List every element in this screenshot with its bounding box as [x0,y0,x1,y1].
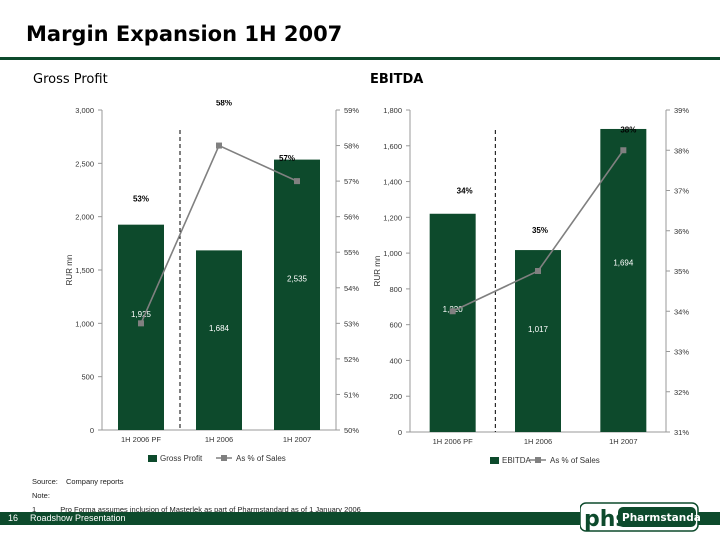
gross-profit-subtitle: Gross Profit [33,72,108,87]
y-tick-label: 400 [389,356,402,365]
note-text: Pro Forma assumes inclusion of Masterlek… [60,505,361,514]
margin-point [216,142,222,149]
legend-label-line: As % of Sales [550,456,600,465]
legend-swatch-marker [535,457,541,463]
legend-swatch-bar [148,455,157,462]
page-number: 16 [8,513,19,523]
source-text: Company reports [65,477,124,486]
y2-tick-label: 58% [344,142,359,151]
margin-value-label: 35% [532,226,548,235]
margin-value-label: 58% [216,100,232,108]
y2-tick-label: 50% [344,426,359,435]
y-tick-label: 2,000 [75,213,94,222]
y-axis-title: RUR mn [373,256,382,287]
y-tick-label: 600 [389,321,402,330]
y-tick-label: 1,000 [383,249,402,258]
y-tick-label: 1,600 [383,142,402,151]
bar-value-label: 1,017 [528,325,549,334]
page-title: Margin Expansion 1H 2007 [26,22,343,46]
y2-tick-label: 59% [344,106,359,115]
margin-value-label: 38% [620,125,636,134]
y2-tick-label: 52% [344,355,359,364]
bar [274,159,320,430]
y2-tick-label: 36% [674,227,689,236]
logo-mark: phs [584,507,629,532]
margin-value-label: 34% [457,186,473,195]
x-tick-label: 1H 2006 PF [121,435,161,444]
bar-value-label: 2,535 [287,274,308,283]
margin-point [449,308,456,315]
bar-value-label: 1,684 [209,324,230,333]
y-tick-label: 500 [81,373,94,382]
y-tick-label: 800 [389,285,402,294]
footer-text: Roadshow Presentation [30,513,126,523]
bar [600,128,647,432]
margin-point [138,320,144,327]
y2-tick-label: 34% [674,307,689,316]
y-tick-label: 0 [90,426,94,435]
y2-tick-label: 56% [344,213,359,222]
bar [118,224,164,430]
y-tick-label: 1,500 [75,266,94,275]
gross-profit-chart: 0 500 1,000 1,500 2,000 2,500 3,000 RUR mn 50% 51… [65,100,359,463]
ebitda-chart: 0 200 400 600 800 1,000 1,200 1,400 1,600 1,800 RU… [373,106,689,465]
y-tick-label: 200 [389,392,402,401]
y2-tick-label: 37% [674,187,689,196]
y-tick-label: 3,000 [75,106,94,115]
legend-swatch-marker [221,455,227,461]
x-tick-label: 1H 2007 [283,435,311,444]
y2-tick-label: 33% [674,348,689,357]
y2-tick-label: 38% [674,146,689,155]
legend-swatch-bar [490,457,499,464]
y2-tick-label: 51% [344,390,359,399]
title-rule [0,57,720,60]
y-tick-label: 1,400 [383,178,402,187]
x-tick-label: 1H 2006 PF [433,437,473,446]
y-tick-label: 1,000 [75,319,94,328]
y2-tick-label: 53% [344,319,359,328]
ebitda-subtitle: EBITDA [370,72,424,87]
x-tick-label: 1H 2007 [609,437,637,446]
footer-bar [0,512,720,525]
y2-tick-label: 39% [674,106,689,115]
y2-tick-label: 35% [674,267,689,276]
y2-tick-label: 31% [674,428,689,437]
y2-tick-label: 32% [674,388,689,397]
bar-value-label: 1,925 [131,310,152,319]
margin-point [294,178,300,185]
y-tick-label: 0 [398,428,402,437]
x-tick-label: 1H 2006 [524,437,552,446]
legend-label-bar: Gross Profit [160,454,203,463]
x-tick-label: 1H 2006 [205,435,233,444]
note-label: Note: [32,491,50,500]
y2-tick-label: 57% [344,177,359,186]
margin-value-label: 57% [279,154,295,163]
margin-point [620,147,627,154]
y-tick-label: 1,800 [383,106,402,115]
bar-value-label: 1,694 [613,258,634,267]
y2-tick-label: 55% [344,248,359,257]
y-axis-title: RUR mn [65,255,74,286]
margin-point [535,268,541,274]
source-label: Source: [32,477,58,486]
pharmstandard-logo: phs Pharmstandard [580,502,700,532]
margin-value-label: 53% [133,194,149,203]
bar [429,213,476,432]
note-number: 1 [32,505,37,514]
y-tick-label: 2,500 [75,159,94,168]
bar [196,250,242,430]
bar [515,250,561,432]
legend-label-bar: EBITDA [502,456,532,465]
y2-tick-label: 54% [344,284,359,293]
legend-label-line: As % of Sales [236,454,286,463]
y-tick-label: 1,200 [383,213,402,222]
logo-name: Pharmstandard [622,512,700,524]
